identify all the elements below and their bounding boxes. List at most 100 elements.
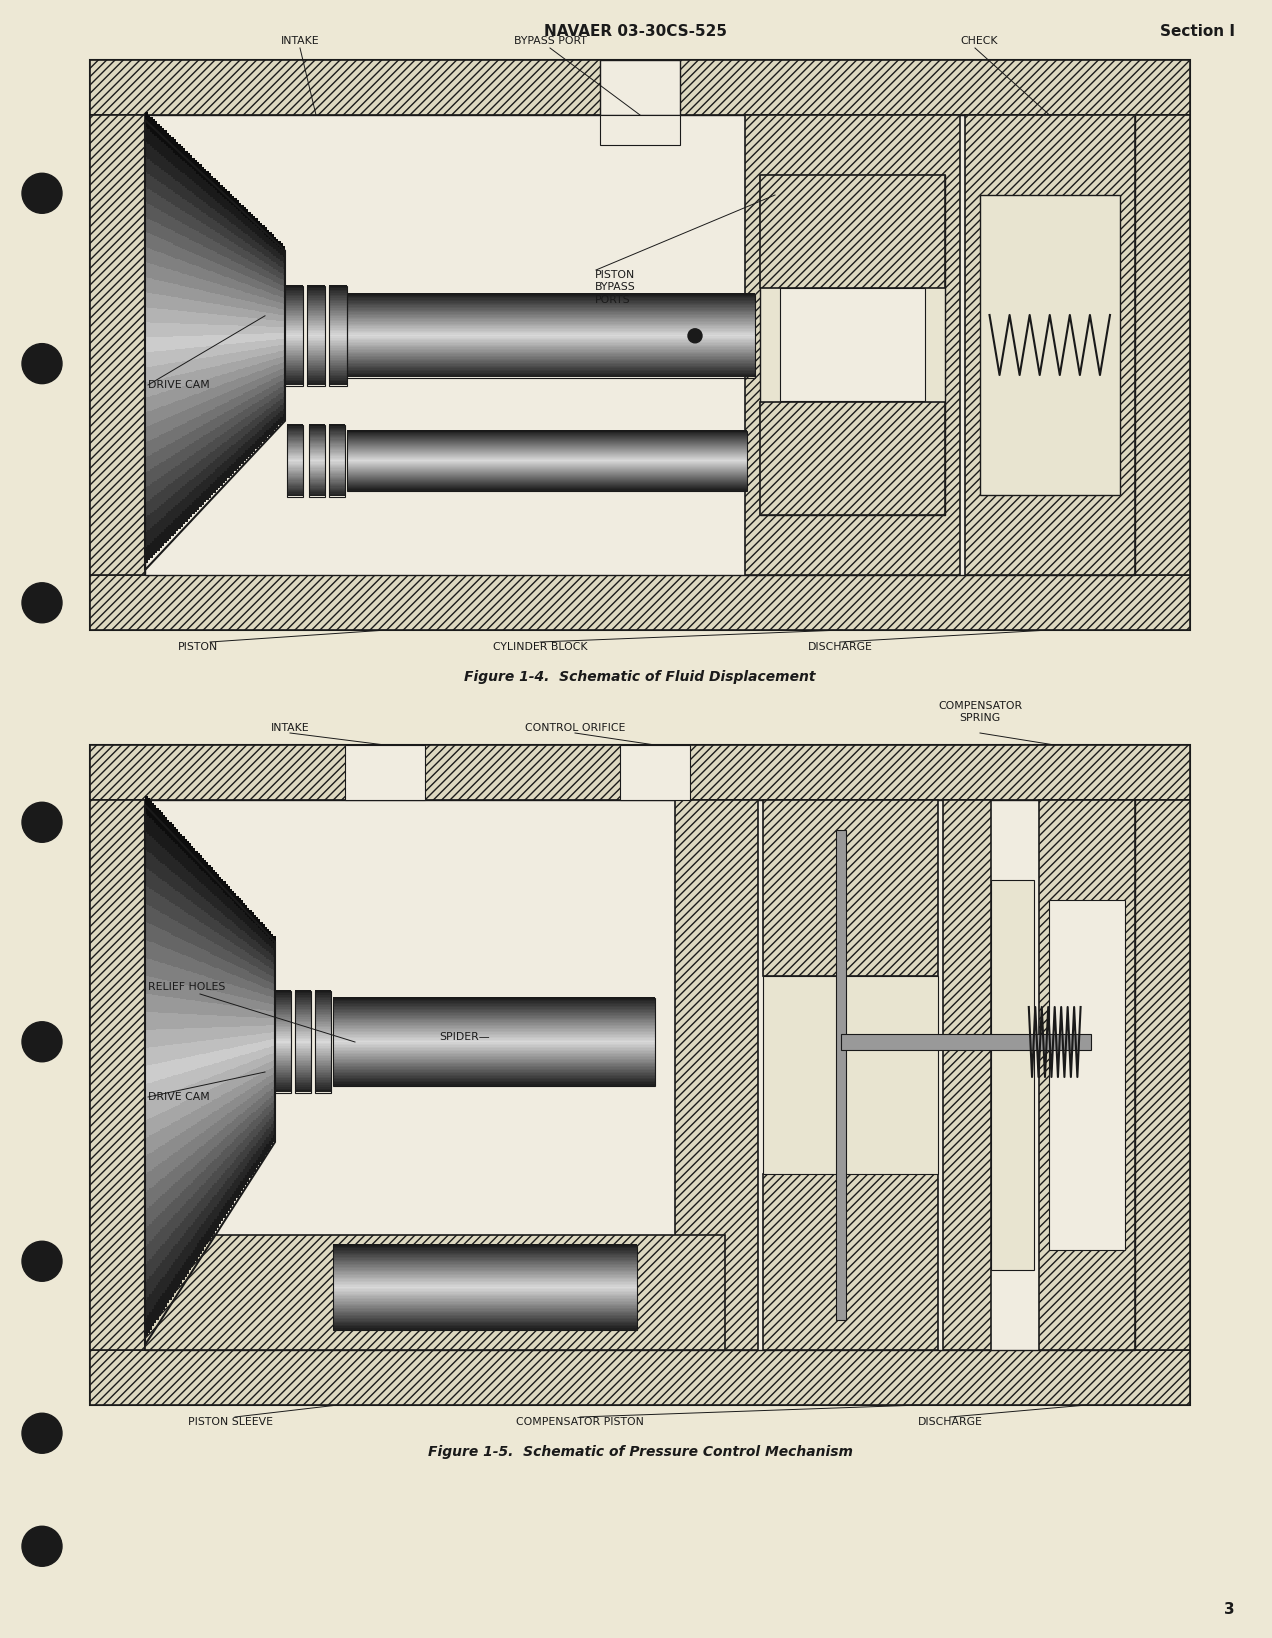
Circle shape [22,344,62,383]
Bar [188,901,191,914]
Bar [201,369,204,382]
Bar [333,1274,637,1276]
Bar [219,1027,221,1038]
Bar [262,971,265,980]
Bar [156,808,159,826]
Bar [226,277,229,287]
Bar [192,324,195,336]
Bar [219,1132,221,1143]
Bar [206,467,209,478]
Bar [176,1091,178,1106]
Bar [159,464,162,478]
Bar [167,1255,169,1271]
Bar [329,285,347,387]
Bar [249,973,252,981]
Bar [287,493,303,495]
Bar [148,264,150,278]
Bar [154,1168,156,1184]
Bar [196,219,200,233]
Bar [268,1011,271,1019]
Bar [201,924,204,937]
Bar [218,213,220,223]
Bar [191,1014,193,1029]
Bar [154,857,156,875]
Bar [240,282,243,292]
Bar [200,1147,202,1161]
Bar [234,308,237,316]
Bar [190,264,192,275]
Bar [167,1238,169,1255]
Bar [333,1278,637,1279]
Bar [265,432,267,439]
Bar [258,1009,261,1017]
Bar [238,1096,240,1106]
Bar [280,351,284,357]
Bar [273,339,276,346]
Bar [160,945,163,963]
Bar [192,1209,196,1222]
Bar [167,1191,169,1207]
Bar [167,161,169,174]
Bar [287,480,303,482]
Bar [178,1075,181,1089]
Bar [200,894,202,909]
Bar [164,501,167,516]
Bar [156,536,159,550]
Bar [207,1065,210,1078]
Bar [209,444,211,454]
Bar [240,1133,243,1143]
Bar [221,1061,224,1073]
Bar [188,1199,191,1214]
Bar [295,1004,310,1006]
Bar [210,452,214,464]
Bar [179,999,182,1014]
Bar [191,1042,193,1057]
Bar [178,490,181,503]
Bar [245,401,248,410]
Bar [252,342,256,351]
Bar [218,182,220,193]
Bar [295,1065,310,1066]
Bar [287,434,303,436]
Bar [275,1086,291,1089]
Bar [150,470,153,485]
Bar [148,798,150,816]
Bar [265,390,267,398]
Bar [221,903,224,914]
Bar [329,470,345,472]
Bar [192,1014,196,1029]
Bar [149,906,151,924]
Bar [154,410,158,424]
Bar [219,1073,221,1086]
Bar [265,283,267,292]
Bar [195,347,197,359]
Bar [178,362,181,375]
Bar [309,475,326,477]
Bar [259,223,262,231]
Bar [309,467,326,468]
Bar [182,1058,184,1073]
Bar [234,1037,237,1047]
Bar [229,372,232,382]
Bar [254,357,257,365]
Bar [170,296,173,310]
Bar [223,314,225,326]
Bar [201,257,204,269]
Bar [162,477,164,490]
Bar [167,1045,169,1061]
Bar [287,426,303,428]
Bar [160,896,163,912]
Bar [240,300,243,308]
Bar [268,1112,271,1120]
Bar [218,437,220,447]
Bar [309,482,326,483]
Bar [176,480,178,493]
Bar [234,1181,237,1191]
Bar [258,968,261,976]
Bar [228,994,230,1006]
Bar [196,405,200,418]
Bar [329,287,347,288]
Bar [329,375,347,377]
Bar [204,1156,206,1170]
Bar [329,444,345,446]
